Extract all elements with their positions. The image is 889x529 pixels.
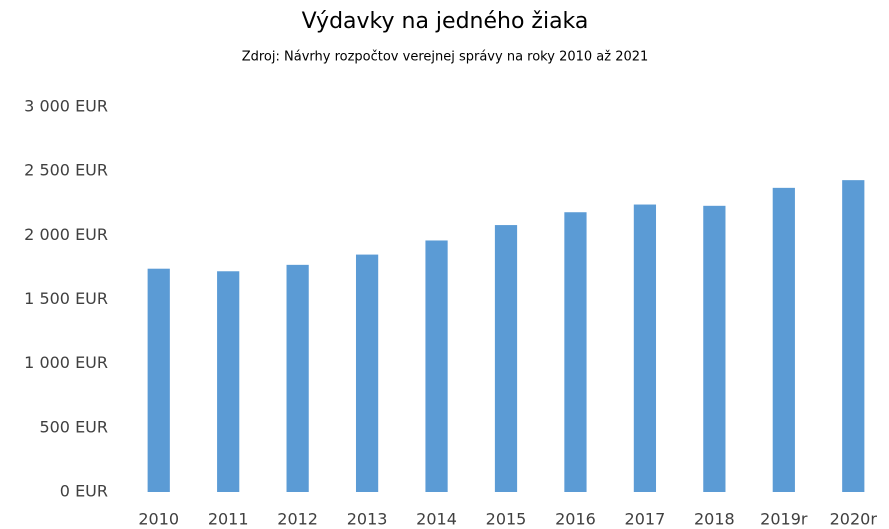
x-tick-label: 2016 (555, 510, 596, 529)
bar (286, 264, 309, 492)
bar (217, 271, 240, 492)
x-tick-label: 2014 (416, 510, 457, 529)
x-tick-label: 2018 (694, 510, 735, 529)
bar (842, 180, 865, 492)
chart-subtitle: Zdroj: Návrhy rozpočtov verejnej správy … (242, 50, 649, 65)
bar (772, 187, 795, 492)
y-tick-label: 500 EUR (39, 417, 108, 436)
chart-title: Výdavky na jedného žiaka (302, 9, 589, 34)
y-tick-label: 1 500 EUR (24, 289, 108, 308)
bar (633, 204, 657, 493)
bar (425, 240, 448, 492)
x-tick-label: 2012 (277, 510, 318, 529)
bar (703, 205, 726, 493)
x-tick-label: 2011 (208, 510, 249, 529)
y-tick-label: 2 000 EUR (24, 225, 108, 244)
bar (147, 268, 170, 492)
bar (355, 254, 379, 492)
x-tick-label: 2019r (760, 510, 808, 529)
y-tick-label: 3 000 EUR (24, 97, 108, 116)
x-tick-label: 2015 (486, 510, 527, 529)
bar (494, 225, 518, 493)
x-tick-label: 2017 (625, 510, 666, 529)
y-tick-label: 0 EUR (60, 482, 108, 501)
x-tick-label: 2010 (138, 510, 179, 529)
y-tick-label: 2 500 EUR (24, 161, 108, 180)
bar (564, 212, 587, 492)
x-tick-label: 2013 (347, 510, 388, 529)
x-tick-label: 2020r (830, 510, 878, 529)
y-tick-label: 1 000 EUR (24, 353, 108, 372)
